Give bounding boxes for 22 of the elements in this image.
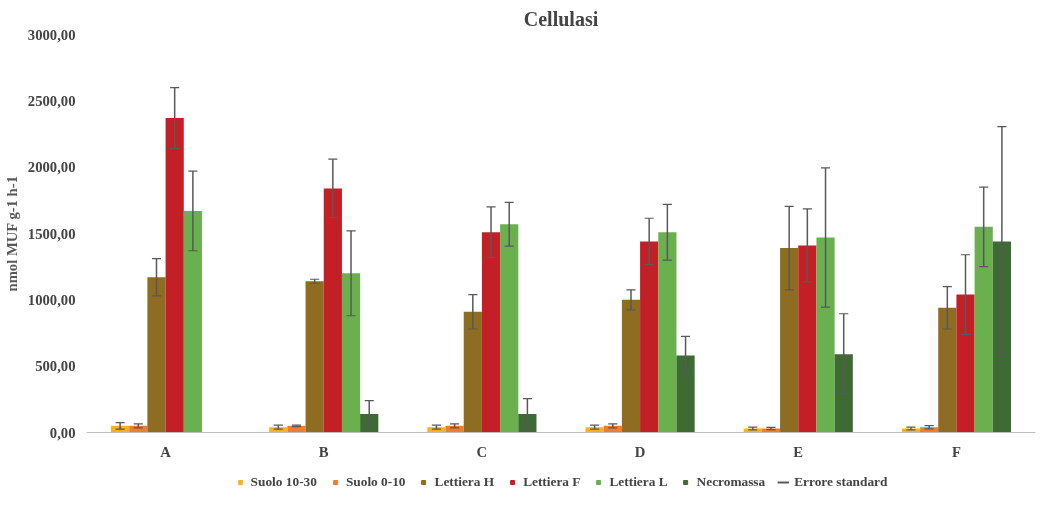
legend-label: Necromassa [696,474,766,490]
legend-label: Lettiera F [523,474,581,490]
x-tick-label: D [634,443,646,460]
text: Errore standard [794,474,888,490]
y-tick-label: 1000,00 [27,291,76,308]
legend-label: Suolo 10-30 [250,474,317,490]
y-axis-title: nmol MUF g-1 h-1 [3,176,20,292]
legend-label: Suolo 0-10 [345,474,406,490]
y-tick-label: 2000,00 [27,159,76,176]
y-tick-label: 0,00 [49,424,76,441]
legend-label: Lettiera L [609,474,668,490]
x-tick-label: A [160,443,172,460]
y-tick-label: 1500,00 [27,225,76,242]
y-tick-label: 3000,00 [27,26,76,43]
legend-label: Lettiera H [434,474,495,490]
x-tick-label: F [951,443,961,460]
chart-title: Cellulasi [523,7,599,30]
x-tick-label: E [793,443,804,460]
y-tick-label: 500,00 [35,358,76,375]
x-tick-label: C [476,443,488,460]
y-tick-label: 2500,00 [27,92,76,109]
x-tick-label: B [318,443,329,460]
